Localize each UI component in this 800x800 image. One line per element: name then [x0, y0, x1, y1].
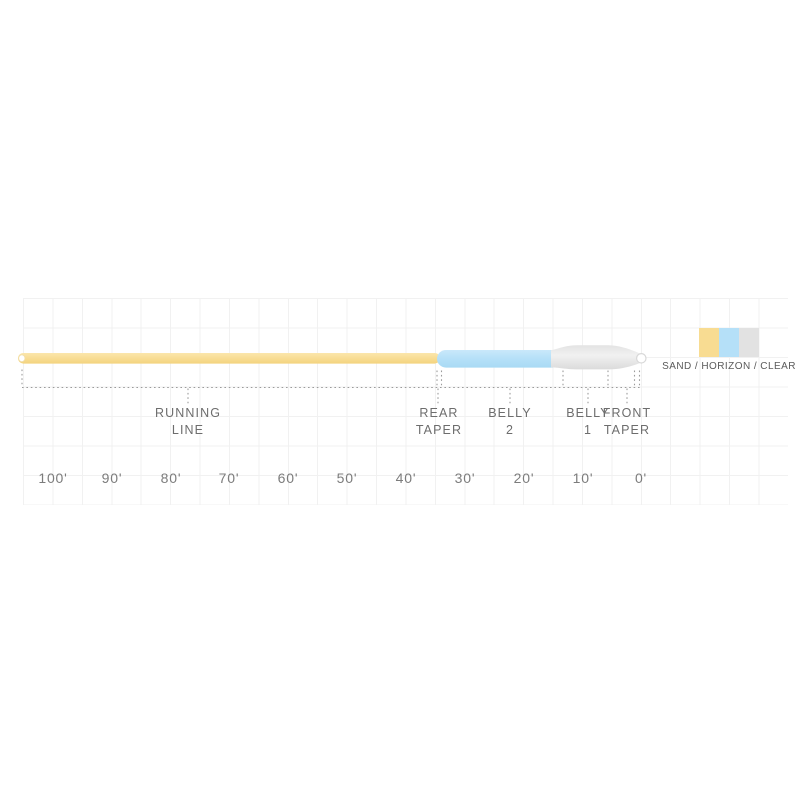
axis-tick-label: 30'	[454, 470, 476, 486]
label-pointers	[187, 388, 628, 405]
axis-tick-label: 90'	[101, 470, 123, 486]
bracket-ticks	[21, 369, 641, 387]
axis-tick-label: 80'	[160, 470, 182, 486]
background-grid	[23, 298, 788, 505]
belly-segment	[437, 350, 553, 368]
axis-tick-label: 60'	[277, 470, 299, 486]
axis-tick-label: 20'	[513, 470, 535, 486]
section-label-line: REAR	[419, 406, 459, 420]
section-label-line: RUNNING	[154, 406, 222, 420]
legend-swatch-sand	[699, 328, 719, 357]
rear-loop	[18, 354, 26, 363]
legend-swatch-horizon	[719, 328, 739, 357]
tip-loop	[635, 352, 647, 364]
axis-tick-label: 70'	[218, 470, 240, 486]
section-label-line: TAPER	[415, 423, 463, 437]
section-label-line: 1	[583, 423, 593, 437]
section-label-belly-2: BELLY 2	[488, 405, 532, 439]
axis-tick-label: 0'	[634, 470, 648, 486]
section-label-line: BELLY	[566, 406, 610, 420]
section-label-line: LINE	[171, 423, 205, 437]
head-segment	[551, 345, 646, 370]
legend-caption: SAND / HORIZON / CLEAR	[662, 361, 796, 372]
color-legend	[699, 328, 759, 357]
section-label-line: 2	[505, 423, 515, 437]
section-label-line: TAPER	[603, 423, 651, 437]
section-label-rear-taper: REAR TAPER	[416, 405, 462, 439]
section-label-front-taper: FRONT TAPER	[603, 405, 652, 439]
section-label-line: FRONT	[602, 406, 652, 420]
axis-tick-label: 100'	[38, 470, 68, 486]
section-label-line: BELLY	[488, 406, 532, 420]
legend-swatch-clear	[739, 328, 759, 357]
running-line-segment	[18, 353, 440, 364]
axis-tick-label: 50'	[336, 470, 358, 486]
section-label-running-line: RUNNING LINE	[155, 405, 221, 439]
axis-tick-label: 40'	[395, 470, 417, 486]
axis-tick-label: 10'	[572, 470, 594, 486]
section-label-belly-1: BELLY 1	[566, 405, 610, 439]
